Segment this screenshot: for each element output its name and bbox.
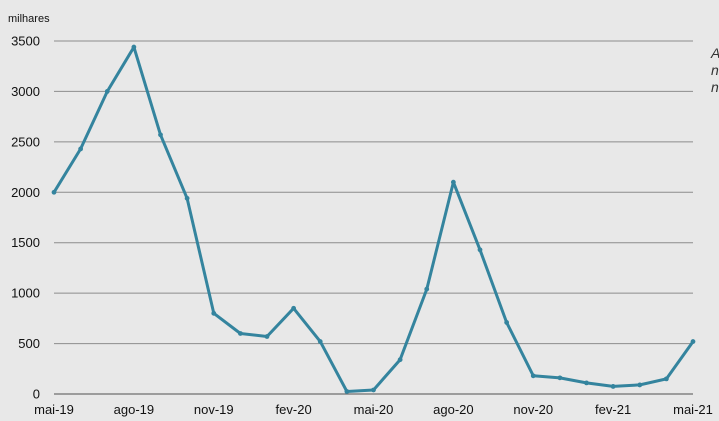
data-point-abr-21 xyxy=(663,376,669,382)
data-point-nov-19 xyxy=(211,310,217,316)
data-point-jan-21 xyxy=(584,380,589,386)
data-point-jul-19 xyxy=(104,89,110,94)
data-point-mar-20 xyxy=(317,339,323,344)
y-tick-label: 2500 xyxy=(11,134,40,149)
data-point-fev-21 xyxy=(610,384,616,389)
data-point-abr-20 xyxy=(344,389,350,394)
data-point-set-19 xyxy=(158,132,163,138)
data-point-dez-20 xyxy=(557,375,563,381)
data-point-jun-20 xyxy=(397,357,403,363)
gridlines xyxy=(54,40,693,395)
y-tick-label: 1000 xyxy=(11,286,40,301)
y-tick-label: 2000 xyxy=(11,185,40,200)
series-line xyxy=(52,45,695,393)
x-tick-label: nov-19 xyxy=(194,402,234,417)
y-axis-unit-label: milhares xyxy=(8,13,50,25)
y-tick-label: 3000 xyxy=(11,84,40,99)
y-tick-label: 500 xyxy=(18,336,40,351)
x-tick-label: ago-19 xyxy=(114,402,154,417)
data-point-out-19 xyxy=(184,195,190,201)
y-axis-tick-labels: 0 500 1000 1500 2000 2500 3000 3500 xyxy=(11,34,40,402)
x-tick-label: ago-20 xyxy=(433,402,473,417)
x-axis-tick-labels: mai-19 ago-19 nov-19 fev-20 mai-20 ago-20 nov-… xyxy=(34,402,713,417)
data-point-ago-20 xyxy=(450,179,456,185)
side-note-line: A xyxy=(710,45,719,61)
x-tick-label: mai-20 xyxy=(354,402,394,417)
y-tick-label: 1500 xyxy=(11,235,40,250)
x-tick-label: mai-21 xyxy=(673,402,713,417)
side-note-line: n xyxy=(711,62,719,78)
y-tick-label: 0 xyxy=(33,387,40,402)
data-point-mar-21 xyxy=(637,382,643,388)
data-point-out-20 xyxy=(504,319,510,325)
data-point-dez-19 xyxy=(237,331,243,336)
y-tick-label: 3500 xyxy=(11,34,40,49)
data-point-mai-19 xyxy=(51,189,57,195)
data-point-ago-19 xyxy=(131,44,137,50)
data-point-jun-19 xyxy=(78,146,84,152)
x-tick-label: fev-21 xyxy=(595,402,631,417)
side-note: Ann xyxy=(710,45,719,95)
data-point-jan-20 xyxy=(264,334,270,339)
series-group xyxy=(51,44,696,394)
data-point-nov-20 xyxy=(530,373,536,379)
data-point-set-20 xyxy=(477,247,483,253)
data-point-fev-20 xyxy=(291,305,297,311)
x-tick-label: fev-20 xyxy=(276,402,312,417)
x-tick-label: mai-19 xyxy=(34,402,74,417)
side-note-line: n xyxy=(711,79,719,95)
data-point-jul-20 xyxy=(424,286,430,292)
data-point-mai-20 xyxy=(371,387,376,393)
x-tick-label: nov-20 xyxy=(513,402,553,417)
data-point-mai-21 xyxy=(690,339,696,344)
